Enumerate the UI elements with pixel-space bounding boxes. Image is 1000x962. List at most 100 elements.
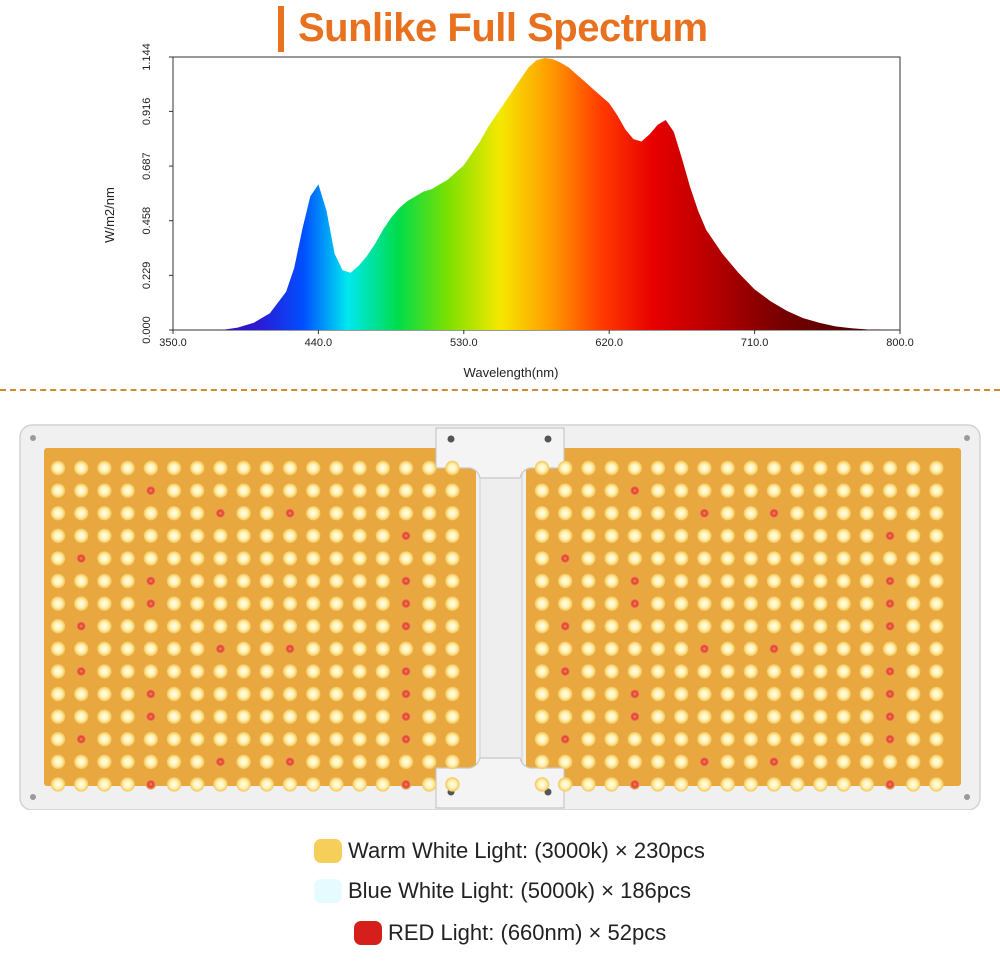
white-led	[352, 686, 367, 702]
white-led	[190, 460, 205, 476]
x-tick-label: 620.0	[595, 337, 623, 349]
white-led	[558, 686, 573, 702]
white-led	[836, 551, 851, 566]
white-led	[445, 777, 460, 792]
white-led	[581, 551, 596, 566]
white-led	[120, 777, 135, 792]
red-led	[76, 666, 87, 677]
x-tick-label: 350.0	[159, 337, 187, 349]
red-led	[768, 756, 780, 767]
white-led	[650, 641, 666, 656]
white-led	[306, 686, 321, 702]
white-led	[375, 506, 390, 521]
white-led	[97, 483, 112, 498]
white-led	[166, 596, 182, 611]
white-led	[282, 709, 298, 724]
white-led	[743, 528, 758, 543]
white-led	[236, 596, 251, 611]
white-led	[120, 506, 135, 521]
white-led	[697, 777, 712, 792]
red-led	[629, 598, 640, 609]
white-led	[790, 551, 805, 566]
white-led	[166, 664, 182, 679]
white-led	[213, 619, 228, 634]
white-led	[929, 709, 944, 724]
white-led	[50, 460, 66, 476]
white-led	[50, 686, 66, 702]
white-led	[50, 754, 66, 769]
white-led	[166, 483, 182, 498]
white-led	[790, 483, 805, 498]
white-led	[790, 754, 805, 769]
white-led	[604, 460, 619, 476]
white-led	[836, 664, 851, 679]
white-led	[97, 641, 112, 656]
white-led	[445, 596, 460, 611]
white-led	[836, 573, 851, 589]
white-led	[650, 777, 666, 792]
white-led	[282, 528, 298, 543]
white-led	[329, 596, 344, 611]
white-led	[190, 596, 205, 611]
white-led	[236, 619, 251, 634]
white-led	[74, 528, 89, 543]
white-led	[422, 619, 437, 634]
white-led	[604, 686, 619, 702]
white-led	[766, 573, 782, 589]
red-led	[629, 711, 640, 722]
white-led	[697, 460, 712, 476]
red-led	[145, 711, 156, 722]
white-led	[627, 732, 642, 747]
white-led	[558, 709, 573, 724]
white-led	[720, 664, 735, 679]
white-led	[329, 732, 344, 747]
white-led	[743, 686, 758, 702]
white-led	[375, 664, 390, 679]
white-led	[329, 573, 344, 589]
white-led	[50, 483, 66, 498]
white-led	[674, 460, 689, 476]
red-led	[884, 530, 896, 541]
white-led	[697, 551, 712, 566]
white-led	[375, 732, 390, 747]
red-led	[560, 553, 571, 564]
white-led	[743, 573, 758, 589]
white-led	[97, 551, 112, 566]
white-led	[236, 709, 251, 724]
white-led	[259, 460, 274, 476]
white-led	[190, 483, 205, 498]
white-led	[329, 664, 344, 679]
white-led	[743, 551, 758, 566]
white-led	[74, 596, 89, 611]
bracket-screw	[544, 788, 552, 796]
white-led	[581, 596, 596, 611]
white-led	[166, 460, 182, 476]
red-led	[284, 508, 296, 519]
white-led	[813, 596, 828, 611]
white-led	[558, 641, 573, 656]
red-led	[76, 734, 87, 745]
white-led	[581, 686, 596, 702]
white-led	[190, 686, 205, 702]
white-led	[236, 551, 251, 566]
white-led	[259, 596, 274, 611]
white-led	[604, 551, 619, 566]
red-led	[629, 485, 640, 496]
white-led	[558, 596, 573, 611]
white-led	[259, 732, 274, 747]
white-led	[352, 709, 367, 724]
white-led	[236, 528, 251, 543]
white-led	[627, 460, 642, 476]
white-led	[581, 641, 596, 656]
white-led	[697, 709, 712, 724]
white-led	[143, 460, 158, 476]
white-led	[790, 619, 805, 634]
white-led	[790, 777, 805, 792]
white-led	[604, 754, 619, 769]
white-led	[236, 686, 251, 702]
legend-label-red: RED Light: (660nm) × 52pcs	[388, 920, 667, 945]
red-led	[560, 666, 571, 677]
white-led	[929, 596, 944, 611]
white-led	[375, 709, 390, 724]
red-led	[884, 598, 896, 609]
